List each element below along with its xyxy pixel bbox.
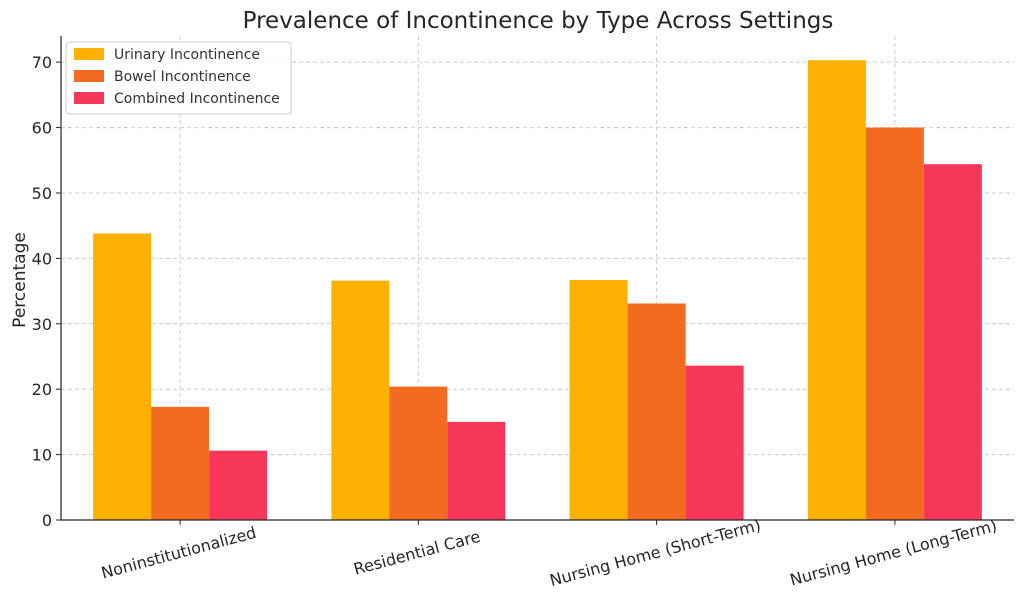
bar xyxy=(627,303,686,520)
y-tick-label: 40 xyxy=(32,249,52,268)
y-tick-label: 0 xyxy=(42,511,52,530)
legend-swatch xyxy=(74,92,104,104)
y-axis-label: Percentage xyxy=(10,232,30,328)
x-tick-label: Residential Care xyxy=(352,527,483,579)
bar xyxy=(93,233,152,520)
bar xyxy=(569,279,628,520)
bar xyxy=(865,127,924,520)
y-tick-label: 10 xyxy=(32,446,52,465)
legend-swatch xyxy=(74,48,104,60)
legend-box xyxy=(65,41,292,115)
y-tick-label: 60 xyxy=(32,119,52,138)
legend-label: Bowel Incontinence xyxy=(114,69,251,85)
bar xyxy=(331,280,390,520)
bars xyxy=(93,60,982,521)
x-tick-label: Nursing Home (Short-Term) xyxy=(548,515,763,590)
y-tick-label: 20 xyxy=(32,380,52,399)
bar xyxy=(389,386,448,520)
axes xyxy=(60,36,1014,521)
x-tick-label: Noninstitutionalized xyxy=(99,523,258,583)
bar xyxy=(151,406,210,520)
bar xyxy=(923,164,982,521)
legend-label: Urinary Incontinence xyxy=(114,47,260,63)
legend-swatch xyxy=(74,70,104,82)
y-tick-label: 30 xyxy=(32,315,52,334)
bar xyxy=(807,60,866,520)
x-tick-label: Nursing Home (Long-Term) xyxy=(788,516,999,590)
legend-label: Combined Incontinence xyxy=(114,91,280,107)
y-tick-label: 70 xyxy=(32,53,52,72)
x-ticks: Noninstitutionalized Residential Care Nurs… xyxy=(99,515,999,590)
y-ticks: 0 10 20 30 40 50 60 70 xyxy=(32,53,61,530)
bar xyxy=(447,421,506,520)
bar xyxy=(685,365,744,520)
bar xyxy=(209,450,268,520)
y-tick-label: 50 xyxy=(32,184,52,203)
chart-title: Prevalence of Incontinence by Type Acros… xyxy=(243,8,834,34)
legend: Urinary Incontinence Bowel Incontinence Co… xyxy=(65,41,292,115)
